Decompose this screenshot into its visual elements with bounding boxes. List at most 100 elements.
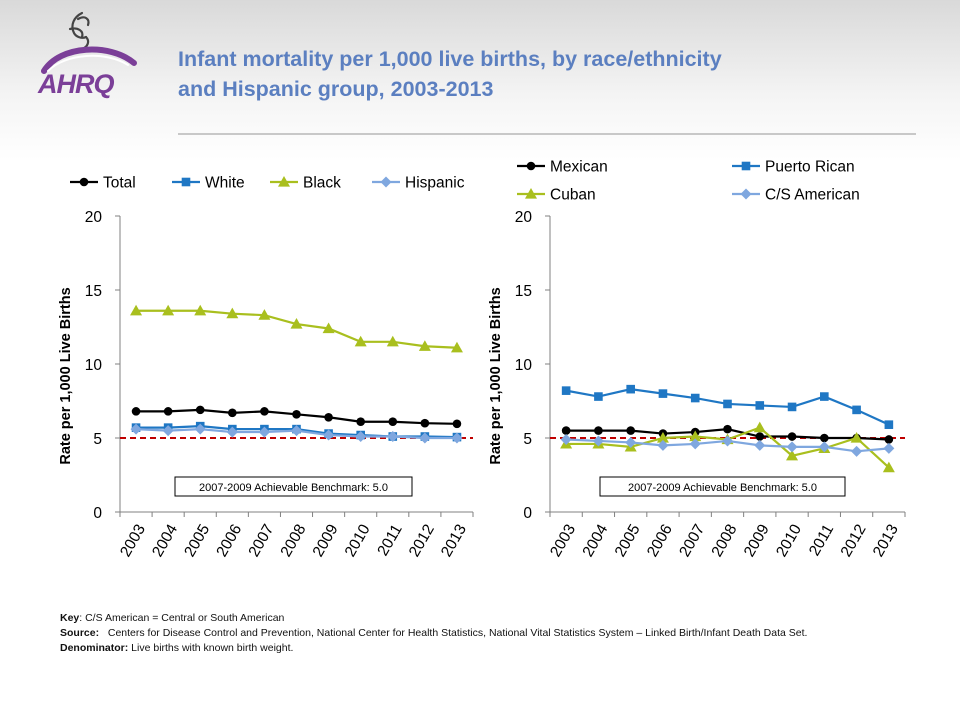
x-tick-label: 2010 (773, 521, 805, 560)
x-tick-label: 2012 (838, 522, 870, 560)
x-tick-label: 2005 (181, 522, 213, 560)
data-point (354, 335, 367, 347)
data-point (689, 438, 701, 450)
footnotes: Key: C/S American = Central or South Ame… (60, 611, 910, 656)
data-point (324, 412, 333, 422)
data-point (194, 304, 207, 316)
data-point (883, 442, 895, 454)
legend-label: Puerto Rican (765, 159, 855, 176)
y-tick-label: 5 (523, 431, 532, 448)
denominator-label: Denominator: (60, 642, 129, 654)
title-divider (178, 133, 916, 135)
data-point (626, 384, 635, 394)
y-tick-label: 10 (515, 357, 533, 374)
y-tick-label: 0 (523, 505, 532, 522)
benchmark-label: 2007-2009 Achievable Benchmark: 5.0 (628, 482, 817, 494)
data-point (626, 426, 635, 435)
data-point (594, 426, 603, 435)
data-point (260, 407, 269, 416)
data-point (228, 408, 237, 418)
series-hispanic (130, 423, 463, 444)
data-point (420, 418, 430, 428)
y-axis-title: Rate per 1,000 Live Births (488, 287, 504, 464)
x-tick-label: 2008 (709, 522, 741, 560)
x-tick-label: 2007 (245, 522, 277, 560)
y-axis-title: Rate per 1,000 Live Births (58, 287, 74, 464)
data-point (290, 318, 303, 329)
x-tick-label: 2013 (438, 522, 470, 560)
source-label: Source: (60, 627, 100, 639)
data-point (594, 392, 603, 401)
data-point (690, 393, 700, 403)
ahrq-logo-text: AHRQ (37, 69, 114, 99)
data-point (560, 433, 572, 445)
y-tick-label: 20 (515, 209, 533, 226)
data-point (754, 439, 766, 451)
data-point (451, 432, 463, 444)
data-point (820, 433, 829, 443)
legend-label: Total (103, 175, 136, 192)
data-point (322, 322, 335, 334)
data-point (625, 436, 637, 448)
legend-marker (181, 177, 191, 187)
legend-entry: Mexican (517, 159, 608, 176)
x-tick-label: 2009 (741, 522, 773, 560)
data-point (258, 426, 270, 438)
x-tick-label: 2004 (579, 521, 611, 560)
data-point (561, 386, 571, 395)
data-point (388, 417, 398, 427)
series-black (130, 304, 463, 353)
data-point (162, 425, 174, 437)
legend-entry: Cuban (517, 187, 596, 204)
y-tick-label: 20 (85, 209, 103, 226)
y-tick-label: 10 (85, 357, 103, 374)
data-point (561, 426, 571, 435)
series-line (136, 309, 458, 349)
data-point (755, 432, 765, 441)
x-tick-label: 2007 (676, 522, 708, 560)
data-point (852, 405, 861, 415)
data-point (755, 401, 765, 410)
data-point (130, 304, 143, 316)
data-point (884, 435, 894, 444)
benchmark-box (174, 476, 413, 497)
series-total (131, 405, 462, 429)
data-point (195, 405, 205, 415)
data-point (786, 449, 799, 461)
data-point (323, 429, 335, 441)
data-point (163, 407, 173, 416)
data-point (884, 420, 894, 429)
legend-entry: Black (270, 175, 341, 192)
legend-marker (526, 161, 536, 171)
x-tick-label: 2003 (117, 522, 149, 560)
data-point (786, 441, 798, 453)
data-point (355, 431, 367, 443)
x-tick-label: 2003 (547, 522, 579, 560)
data-point (130, 423, 142, 435)
series-mexican (561, 424, 894, 444)
denominator-note: Denominator: Live births with known birt… (60, 641, 910, 656)
legend-marker (79, 177, 89, 187)
legend-label: Hispanic (405, 175, 465, 192)
data-point (787, 402, 797, 412)
x-tick-label: 2004 (149, 521, 181, 560)
data-point (753, 421, 766, 433)
data-point (131, 407, 141, 416)
denominator-text: Live births with known birth weight. (131, 642, 294, 654)
data-point (818, 441, 830, 453)
legend-label: Mexican (550, 159, 608, 176)
y-tick-label: 5 (93, 431, 102, 448)
y-tick-label: 15 (85, 283, 102, 300)
data-point (820, 392, 829, 401)
x-tick-label: 2012 (406, 522, 438, 560)
legend-label: White (205, 175, 245, 192)
x-tick-label: 2006 (213, 522, 245, 560)
data-point (450, 341, 463, 353)
data-point (723, 424, 732, 434)
page-title-line-1: Infant mortality per 1,000 live births, … (178, 47, 722, 71)
legend-marker (741, 161, 751, 171)
data-point (850, 432, 863, 443)
legend-marker (278, 176, 290, 187)
legend-label: Black (303, 175, 341, 192)
legend-entry: C/S American (732, 187, 860, 204)
